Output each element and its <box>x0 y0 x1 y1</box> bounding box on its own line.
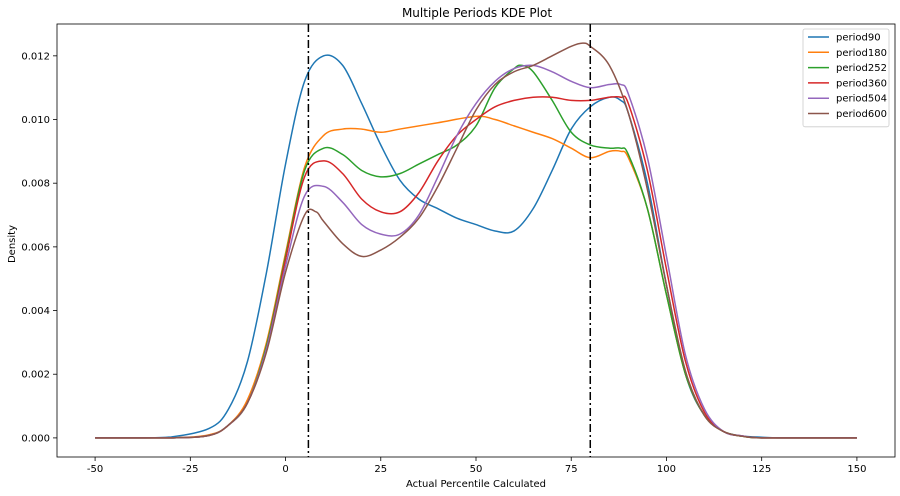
y-tick-label: 0.008 <box>21 179 50 190</box>
x-tick-label: -50 <box>87 464 103 475</box>
legend-label-period360: period360 <box>836 78 887 89</box>
series-line-period90 <box>95 54 857 439</box>
x-tick-label: 75 <box>565 464 578 475</box>
plot-frame <box>56 23 896 458</box>
chart-title: Multiple Periods KDE Plot <box>402 6 552 20</box>
legend-label-period180: period180 <box>836 48 887 59</box>
legend-label-period90: period90 <box>836 33 881 44</box>
y-tick-label: 0.000 <box>21 433 50 444</box>
x-tick-label: 125 <box>752 464 771 475</box>
plot-area <box>56 23 896 458</box>
series-line-period504 <box>95 64 857 439</box>
y-axis-title: Density <box>7 225 18 263</box>
legend-label-period504: period504 <box>836 94 887 105</box>
y-tick-label: 0.006 <box>21 242 50 253</box>
legend-box <box>802 28 890 128</box>
y-tick-label: 0.002 <box>21 370 50 381</box>
x-tick-label: -25 <box>182 464 198 475</box>
y-tick-label: 0.010 <box>21 115 50 126</box>
y-tick-label: 0.012 <box>21 51 50 62</box>
series-line-period600 <box>95 42 857 439</box>
series-line-period252 <box>95 64 857 439</box>
series-line-period180 <box>95 115 857 439</box>
legend-label-period600: period600 <box>836 109 887 120</box>
x-tick-label: 25 <box>374 464 387 475</box>
x-axis: -50 -25 0 25 50 75 100 125 150 <box>87 457 866 475</box>
legend: period90 period180 period252 period360 perio… <box>802 28 890 128</box>
legend-label-period252: period252 <box>836 63 887 74</box>
y-axis: 0.000 0.002 0.004 0.006 0.008 0.010 0.012 <box>21 51 57 444</box>
y-tick-label: 0.004 <box>21 306 50 317</box>
x-tick-label: 0 <box>282 464 288 475</box>
series-line-period360 <box>95 95 857 439</box>
x-axis-title: Actual Percentile Calculated <box>406 479 546 490</box>
x-tick-label: 50 <box>470 464 483 475</box>
x-tick-label: 150 <box>847 464 866 475</box>
x-tick-label: 100 <box>657 464 676 475</box>
